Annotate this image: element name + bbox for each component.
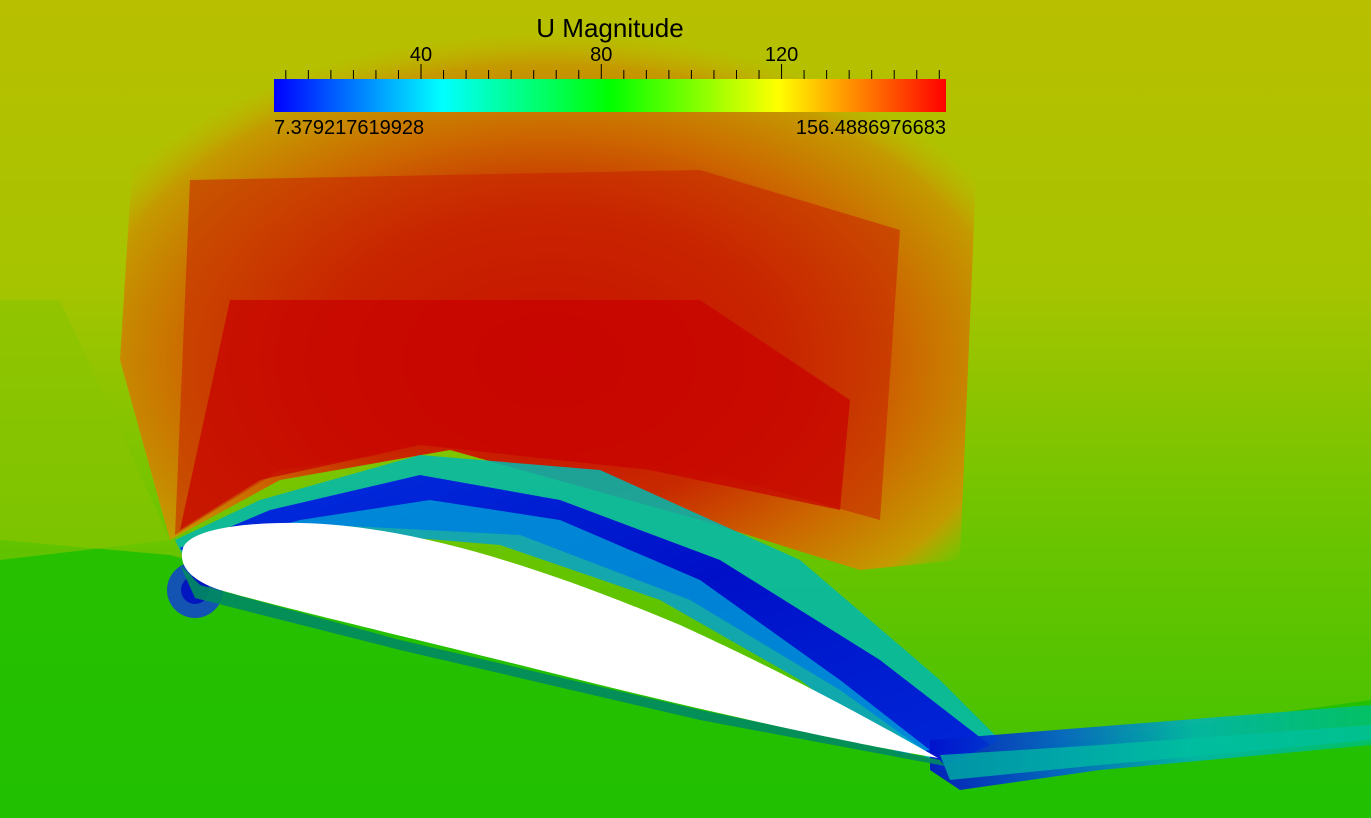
colorbar-max-label: 156.4886976683 (795, 117, 946, 139)
airfoil-shape (181, 522, 939, 758)
colorbar-min-label: 7.379217619928 (274, 117, 425, 139)
colorbar-ticks (285, 64, 940, 80)
colorbar-gradient (274, 79, 946, 112)
colorbar-title: U Magnitude (536, 13, 684, 43)
colorbar (274, 79, 946, 112)
colorbar-tick-label: 80 (590, 44, 613, 66)
colorbar-tick-label: 40 (409, 44, 433, 66)
colorbar-tick-label: 120 (764, 44, 799, 66)
